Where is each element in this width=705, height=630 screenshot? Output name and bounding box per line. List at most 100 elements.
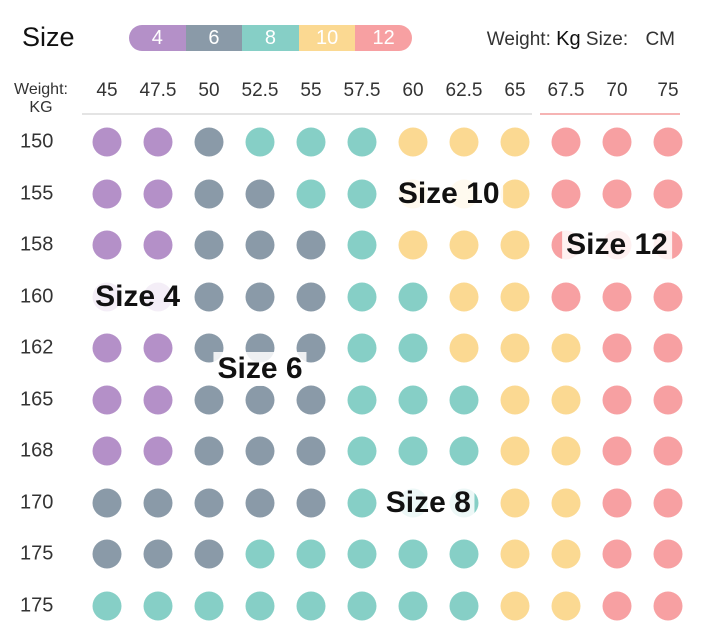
- size-dot-10: [449, 333, 479, 363]
- size-dot-8: [449, 436, 479, 466]
- weight-header-line-1: Weight:: [14, 81, 68, 98]
- size-dot-4: [143, 333, 173, 363]
- size-dot-12: [551, 282, 581, 311]
- weight-tick-label: 70: [606, 80, 628, 101]
- size-dot-8: [92, 591, 122, 620]
- size-dot-12: [602, 127, 632, 157]
- size-dot-8: [347, 179, 377, 208]
- weight-tick-label: 45: [96, 80, 118, 101]
- size-unit-value: CM: [645, 29, 675, 50]
- size-dot-4: [92, 333, 122, 363]
- size-dot-10: [500, 488, 530, 517]
- size-dot-12: [653, 282, 683, 311]
- size-dot-4: [92, 179, 122, 208]
- size-dot-12: [653, 539, 683, 569]
- size-dot-8: [347, 539, 377, 569]
- size-dot-12: [653, 488, 683, 517]
- units-caption: Weight: Kg Size: CM: [487, 28, 675, 51]
- height-tick-label: 165: [20, 388, 54, 410]
- size-dot-12: [551, 127, 581, 157]
- size-dot-6: [296, 488, 326, 517]
- size-dot-6: [194, 179, 224, 208]
- size-dot-8: [398, 282, 428, 311]
- header-divider-accent: [540, 113, 680, 115]
- weight-tick-label: 65: [504, 80, 526, 101]
- size-dot-10: [500, 539, 530, 569]
- weight-tick-label: 62.5: [445, 80, 483, 101]
- weight-tick-label: 67.5: [547, 80, 585, 101]
- zone-label: Size 6: [213, 351, 307, 386]
- size-dot-4: [92, 230, 122, 260]
- size-dot-10: [500, 230, 530, 260]
- size-dot-6: [143, 539, 173, 569]
- size-dot-4: [92, 385, 122, 414]
- size-dot-8: [347, 488, 377, 517]
- height-tick-label: 175: [20, 542, 54, 565]
- size-dot-8: [398, 385, 428, 414]
- header-divider: [82, 113, 532, 115]
- size-dot-8: [347, 436, 377, 466]
- size-dot-10: [449, 282, 479, 311]
- size-dot-4: [143, 436, 173, 466]
- size-dot-4: [92, 436, 122, 466]
- size-dot-12: [602, 282, 632, 311]
- size-dot-8: [347, 282, 377, 311]
- size-dot-6: [296, 385, 326, 414]
- size-dot-10: [500, 282, 530, 311]
- size-dot-10: [398, 230, 428, 260]
- size-dot-8: [398, 436, 428, 466]
- size-dot-6: [245, 385, 275, 414]
- weight-tick-label: 55: [300, 80, 322, 101]
- size-dot-12: [653, 591, 683, 620]
- size-dot-6: [194, 539, 224, 569]
- size-dot-8: [398, 539, 428, 569]
- size-dot-10: [449, 230, 479, 260]
- size-dot-8: [245, 127, 275, 157]
- size-dot-6: [245, 282, 275, 311]
- size-dot-8: [296, 179, 326, 208]
- size-dot-12: [602, 591, 632, 620]
- weight-unit-value: Kg: [556, 28, 581, 50]
- size-dot-6: [245, 179, 275, 208]
- height-tick-label: 158: [20, 233, 54, 256]
- zone-label: Size 4: [91, 279, 185, 314]
- size-dot-6: [92, 539, 122, 569]
- size-dot-8: [347, 385, 377, 414]
- height-tick-label: 170: [20, 491, 54, 513]
- size-dot-8: [245, 539, 275, 569]
- size-dot-4: [143, 127, 173, 157]
- size-dot-6: [296, 436, 326, 466]
- size-dot-8: [347, 127, 377, 157]
- size-dot-8: [245, 591, 275, 620]
- size-dot-12: [653, 127, 683, 157]
- height-tick-label: 162: [20, 336, 54, 359]
- weight-tick-label: 57.5: [343, 80, 381, 101]
- legend-swatch-size-8: 8: [242, 25, 299, 51]
- size-dot-12: [602, 333, 632, 363]
- weight-column-header: Weight: KG: [14, 81, 68, 117]
- legend-swatch-size-6: 6: [185, 25, 243, 51]
- size-dot-10: [500, 333, 530, 363]
- height-tick-label: 175: [20, 594, 54, 616]
- size-dot-6: [92, 488, 122, 517]
- size-dot-6: [194, 385, 224, 414]
- size-dot-10: [500, 127, 530, 157]
- legend-swatch-size-12: 12: [355, 25, 412, 51]
- size-dot-8: [449, 539, 479, 569]
- size-dot-10: [551, 488, 581, 517]
- size-dot-12: [602, 539, 632, 569]
- size-dot-12: [602, 179, 632, 208]
- size-dot-10: [500, 385, 530, 414]
- size-dot-12: [653, 385, 683, 414]
- size-dot-4: [143, 179, 173, 208]
- weight-tick-label: 50: [198, 80, 220, 101]
- weight-tick-label: 47.5: [139, 80, 177, 101]
- size-dot-12: [602, 488, 632, 517]
- size-dot-6: [194, 230, 224, 260]
- size-dot-10: [500, 179, 530, 208]
- size-dot-8: [347, 591, 377, 620]
- size-dot-6: [245, 488, 275, 517]
- weight-tick-label: 52.5: [241, 80, 279, 101]
- size-dot-6: [245, 230, 275, 260]
- size-dot-6: [194, 488, 224, 517]
